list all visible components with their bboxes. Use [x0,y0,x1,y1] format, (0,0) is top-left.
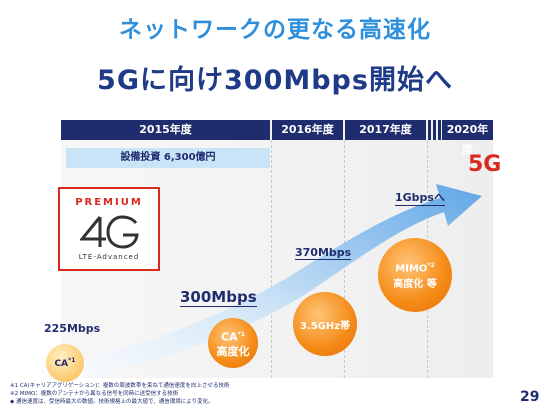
speed-370mbps: 370Mbps [295,246,352,260]
tech-ca-label: CA [54,359,69,369]
speed-1gbps: 1Gbpsへ [395,191,445,206]
tech-ca-advanced-circle: CA*1 高度化 [208,318,258,368]
divider-2016 [271,140,272,378]
slide-title: ネットワークの更なる高速化 [119,17,431,43]
logo-premium-text: PREMIUM [75,197,143,208]
footnotes: ※1 CA(キャリアアグリゲーション)：複数の周波数帯を束ねて通信速度を向上させ… [10,382,450,406]
footnote-1: ※1 CA(キャリアアグリゲーション)：複数の周波数帯を束ねて通信速度を向上させ… [10,383,230,389]
year-2015: 2015年度 [61,120,270,140]
year-2020: 2020年度 [442,120,493,156]
tech-ca-mark: *1 [68,357,76,364]
tech-35ghz-circle: 3.5GHz帯 [293,292,357,356]
logo-4g-mark [80,215,139,249]
tech-35ghz-label: 3.5GHz帯 [299,320,351,332]
tech-mimo-sublabel: 高度化 等 [393,278,437,290]
footnote-2: ※2 MIMO：複数のアンテナから異なる信号を同時に送受信する技術 [10,391,179,397]
page-number: 29 [520,389,540,405]
tech-mimo-mark: *2 [427,262,435,270]
tech-ca-circle: CA*1 [46,344,84,382]
year-2017: 2017年度 [345,120,426,140]
tech-mimo-circle: MIMO*2 高度化 等 [378,238,452,312]
tech-ca-advanced-mark: *1 [237,330,245,338]
speed-225mbps: 225Mbps [44,322,101,335]
slide-subtitle: 5Gに向け300Mbps開始へ [97,65,453,96]
tech-ca-advanced-sublabel: 高度化 [216,345,250,359]
speed-300mbps: 300Mbps [180,288,257,307]
footnote-3: ◆ 通信速度は、受信時最大の数値。技術規格上の最大値で、通信環境により変化。 [10,399,214,405]
target-5g-label: 5G [468,152,502,177]
investment-box: 設備投資 6,300億円 [66,148,270,168]
year-gap-marker [428,120,441,140]
year-2016: 2016年度 [272,120,343,140]
premium-4g-logo: PREMIUM LTE-Advanced [58,187,160,271]
logo-lte-text: LTE-Advanced [78,253,140,261]
tech-ca-advanced-label: CA [221,330,238,344]
tech-mimo-label: MIMO [395,263,428,275]
